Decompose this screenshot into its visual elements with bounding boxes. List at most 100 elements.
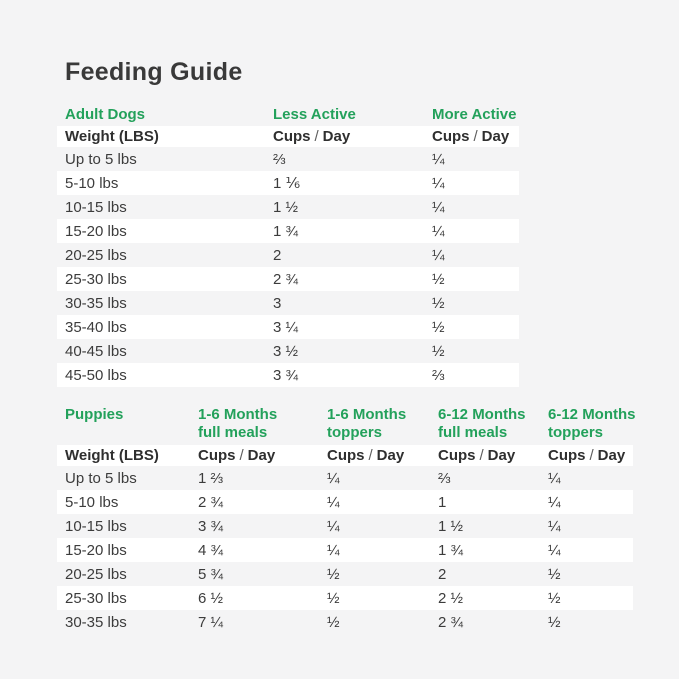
day-label: Day xyxy=(597,447,626,464)
weight-range: 35-40 lbs xyxy=(65,318,127,336)
puppies-subheader-row: Weight (LBS) Cups / Day Cups / Day Cups / Day … xyxy=(57,445,633,466)
more-active-value: ½ xyxy=(432,294,445,312)
col-header-1-6-months-toppers: 1-6 Months toppers xyxy=(319,406,430,442)
less-active-value: 2 xyxy=(273,246,282,264)
weight-lbs-header: Weight (LBS) xyxy=(65,128,159,145)
less-active-value: 3 xyxy=(273,294,282,312)
toppers-6-12-value: ½ xyxy=(548,589,561,607)
table-row: 5-10 lbs 1 ⅙ ¼ xyxy=(57,171,519,195)
weight-range: 30-35 lbs xyxy=(65,294,127,312)
weight-range: 20-25 lbs xyxy=(65,565,127,583)
meals-6-12-value: 1 xyxy=(438,493,447,511)
adult-dogs-subheader-row: Weight (LBS) Cups / Day Cups / Day xyxy=(57,126,519,147)
slash-separator: / xyxy=(314,128,319,145)
less-active-value: ⅔ xyxy=(273,150,286,168)
page-title: Feeding Guide xyxy=(65,58,243,86)
cups-label: Cups xyxy=(198,447,236,464)
meals-1-6-value: 5 ¾ xyxy=(198,565,224,583)
cups-per-day-header: Cups / Day xyxy=(265,128,424,145)
meals-6-12-value: 1 ¾ xyxy=(438,541,464,559)
col-header-1-6-months-full-meals: 1-6 Months full meals xyxy=(190,406,319,442)
cups-per-day-header: Cups / Day xyxy=(424,128,519,145)
slash-separator: / xyxy=(368,447,373,464)
meals-6-12-value: 2 xyxy=(438,565,447,583)
day-label: Day xyxy=(376,447,405,464)
more-active-value: ¼ xyxy=(432,222,445,240)
toppers-1-6-value: ½ xyxy=(327,589,340,607)
col-header-line2: full meals xyxy=(438,424,508,441)
weight-range: Up to 5 lbs xyxy=(65,150,137,168)
weight-range: 10-15 lbs xyxy=(65,517,127,535)
weight-range: 15-20 lbs xyxy=(65,541,127,559)
less-active-value: 3 ½ xyxy=(273,342,299,360)
toppers-6-12-value: ½ xyxy=(548,613,561,631)
col-header-6-12-months-full-meals: 6-12 Months full meals xyxy=(430,406,540,442)
more-active-value: ½ xyxy=(432,270,445,288)
day-label: Day xyxy=(487,447,516,464)
table-row: 30-35 lbs 3 ½ xyxy=(57,291,519,315)
table-row: Up to 5 lbs 1 ⅔ ¼ ⅔ ¼ xyxy=(57,466,633,490)
less-active-value: 1 ½ xyxy=(273,198,299,216)
slash-separator: / xyxy=(479,447,484,464)
day-label: Day xyxy=(322,128,351,145)
toppers-6-12-value: ¼ xyxy=(548,469,561,487)
meals-6-12-value: 2 ½ xyxy=(438,589,464,607)
table-row: 10-15 lbs 1 ½ ¼ xyxy=(57,195,519,219)
toppers-1-6-value: ¼ xyxy=(327,469,340,487)
puppies-rows: Up to 5 lbs 1 ⅔ ¼ ⅔ ¼ 5-10 lbs 2 ¾ ¼ 1 ¼… xyxy=(57,466,633,634)
adult-dogs-section-title: Adult Dogs xyxy=(65,106,145,123)
meals-1-6-value: 4 ¾ xyxy=(198,541,224,559)
cups-label: Cups xyxy=(327,447,365,464)
adult-dogs-header-row: Adult Dogs Less Active More Active xyxy=(57,104,519,126)
col-header-line1: 6-12 Months xyxy=(548,406,636,423)
toppers-1-6-value: ½ xyxy=(327,613,340,631)
day-label: Day xyxy=(481,128,510,145)
weight-range: 20-25 lbs xyxy=(65,246,127,264)
cups-per-day-header: Cups / Day xyxy=(430,447,540,464)
toppers-6-12-value: ¼ xyxy=(548,517,561,535)
weight-range: 45-50 lbs xyxy=(65,366,127,384)
slash-separator: / xyxy=(473,128,478,145)
puppies-table: Puppies 1-6 Months full meals 1-6 Months… xyxy=(57,404,636,634)
cups-label: Cups xyxy=(438,447,476,464)
weight-range: 10-15 lbs xyxy=(65,198,127,216)
col-header-line1: 1-6 Months xyxy=(327,406,407,423)
col-header-line1: 6-12 Months xyxy=(438,406,526,423)
table-row: 35-40 lbs 3 ¼ ½ xyxy=(57,315,519,339)
table-row: 45-50 lbs 3 ¾ ⅔ xyxy=(57,363,519,387)
table-row: 25-30 lbs 6 ½ ½ 2 ½ ½ xyxy=(57,586,633,610)
more-active-column-header: More Active xyxy=(432,106,517,123)
toppers-6-12-value: ½ xyxy=(548,565,561,583)
meals-6-12-value: 1 ½ xyxy=(438,517,464,535)
weight-range: 5-10 lbs xyxy=(65,174,119,192)
slash-separator: / xyxy=(239,447,244,464)
toppers-1-6-value: ¼ xyxy=(327,541,340,559)
more-active-value: ½ xyxy=(432,342,445,360)
toppers-1-6-value: ¼ xyxy=(327,517,340,535)
table-row: 15-20 lbs 4 ¾ ¼ 1 ¾ ¼ xyxy=(57,538,633,562)
meals-1-6-value: 3 ¾ xyxy=(198,517,224,535)
meals-1-6-value: 1 ⅔ xyxy=(198,469,224,487)
col-header-6-12-months-toppers: 6-12 Months toppers xyxy=(540,406,636,442)
slash-separator: / xyxy=(589,447,594,464)
weight-range: 25-30 lbs xyxy=(65,589,127,607)
weight-range: 40-45 lbs xyxy=(65,342,127,360)
more-active-value: ¼ xyxy=(432,174,445,192)
table-row: 5-10 lbs 2 ¾ ¼ 1 ¼ xyxy=(57,490,633,514)
meals-6-12-value: 2 ¾ xyxy=(438,613,464,631)
more-active-value: ¼ xyxy=(432,198,445,216)
toppers-1-6-value: ½ xyxy=(327,565,340,583)
less-active-column-header: Less Active xyxy=(273,106,356,123)
less-active-value: 1 ¾ xyxy=(273,222,299,240)
more-active-value: ¼ xyxy=(432,150,445,168)
cups-per-day-header: Cups / Day xyxy=(540,447,633,464)
more-active-value: ½ xyxy=(432,318,445,336)
toppers-6-12-value: ¼ xyxy=(548,493,561,511)
adult-dogs-rows: Up to 5 lbs ⅔ ¼ 5-10 lbs 1 ⅙ ¼ 10-15 lbs… xyxy=(57,147,519,387)
table-row: 20-25 lbs 5 ¾ ½ 2 ½ xyxy=(57,562,633,586)
col-header-line2: full meals xyxy=(198,424,268,441)
less-active-value: 3 ¾ xyxy=(273,366,299,384)
less-active-value: 3 ¼ xyxy=(273,318,299,336)
puppies-header-row: Puppies 1-6 Months full meals 1-6 Months… xyxy=(57,404,636,445)
